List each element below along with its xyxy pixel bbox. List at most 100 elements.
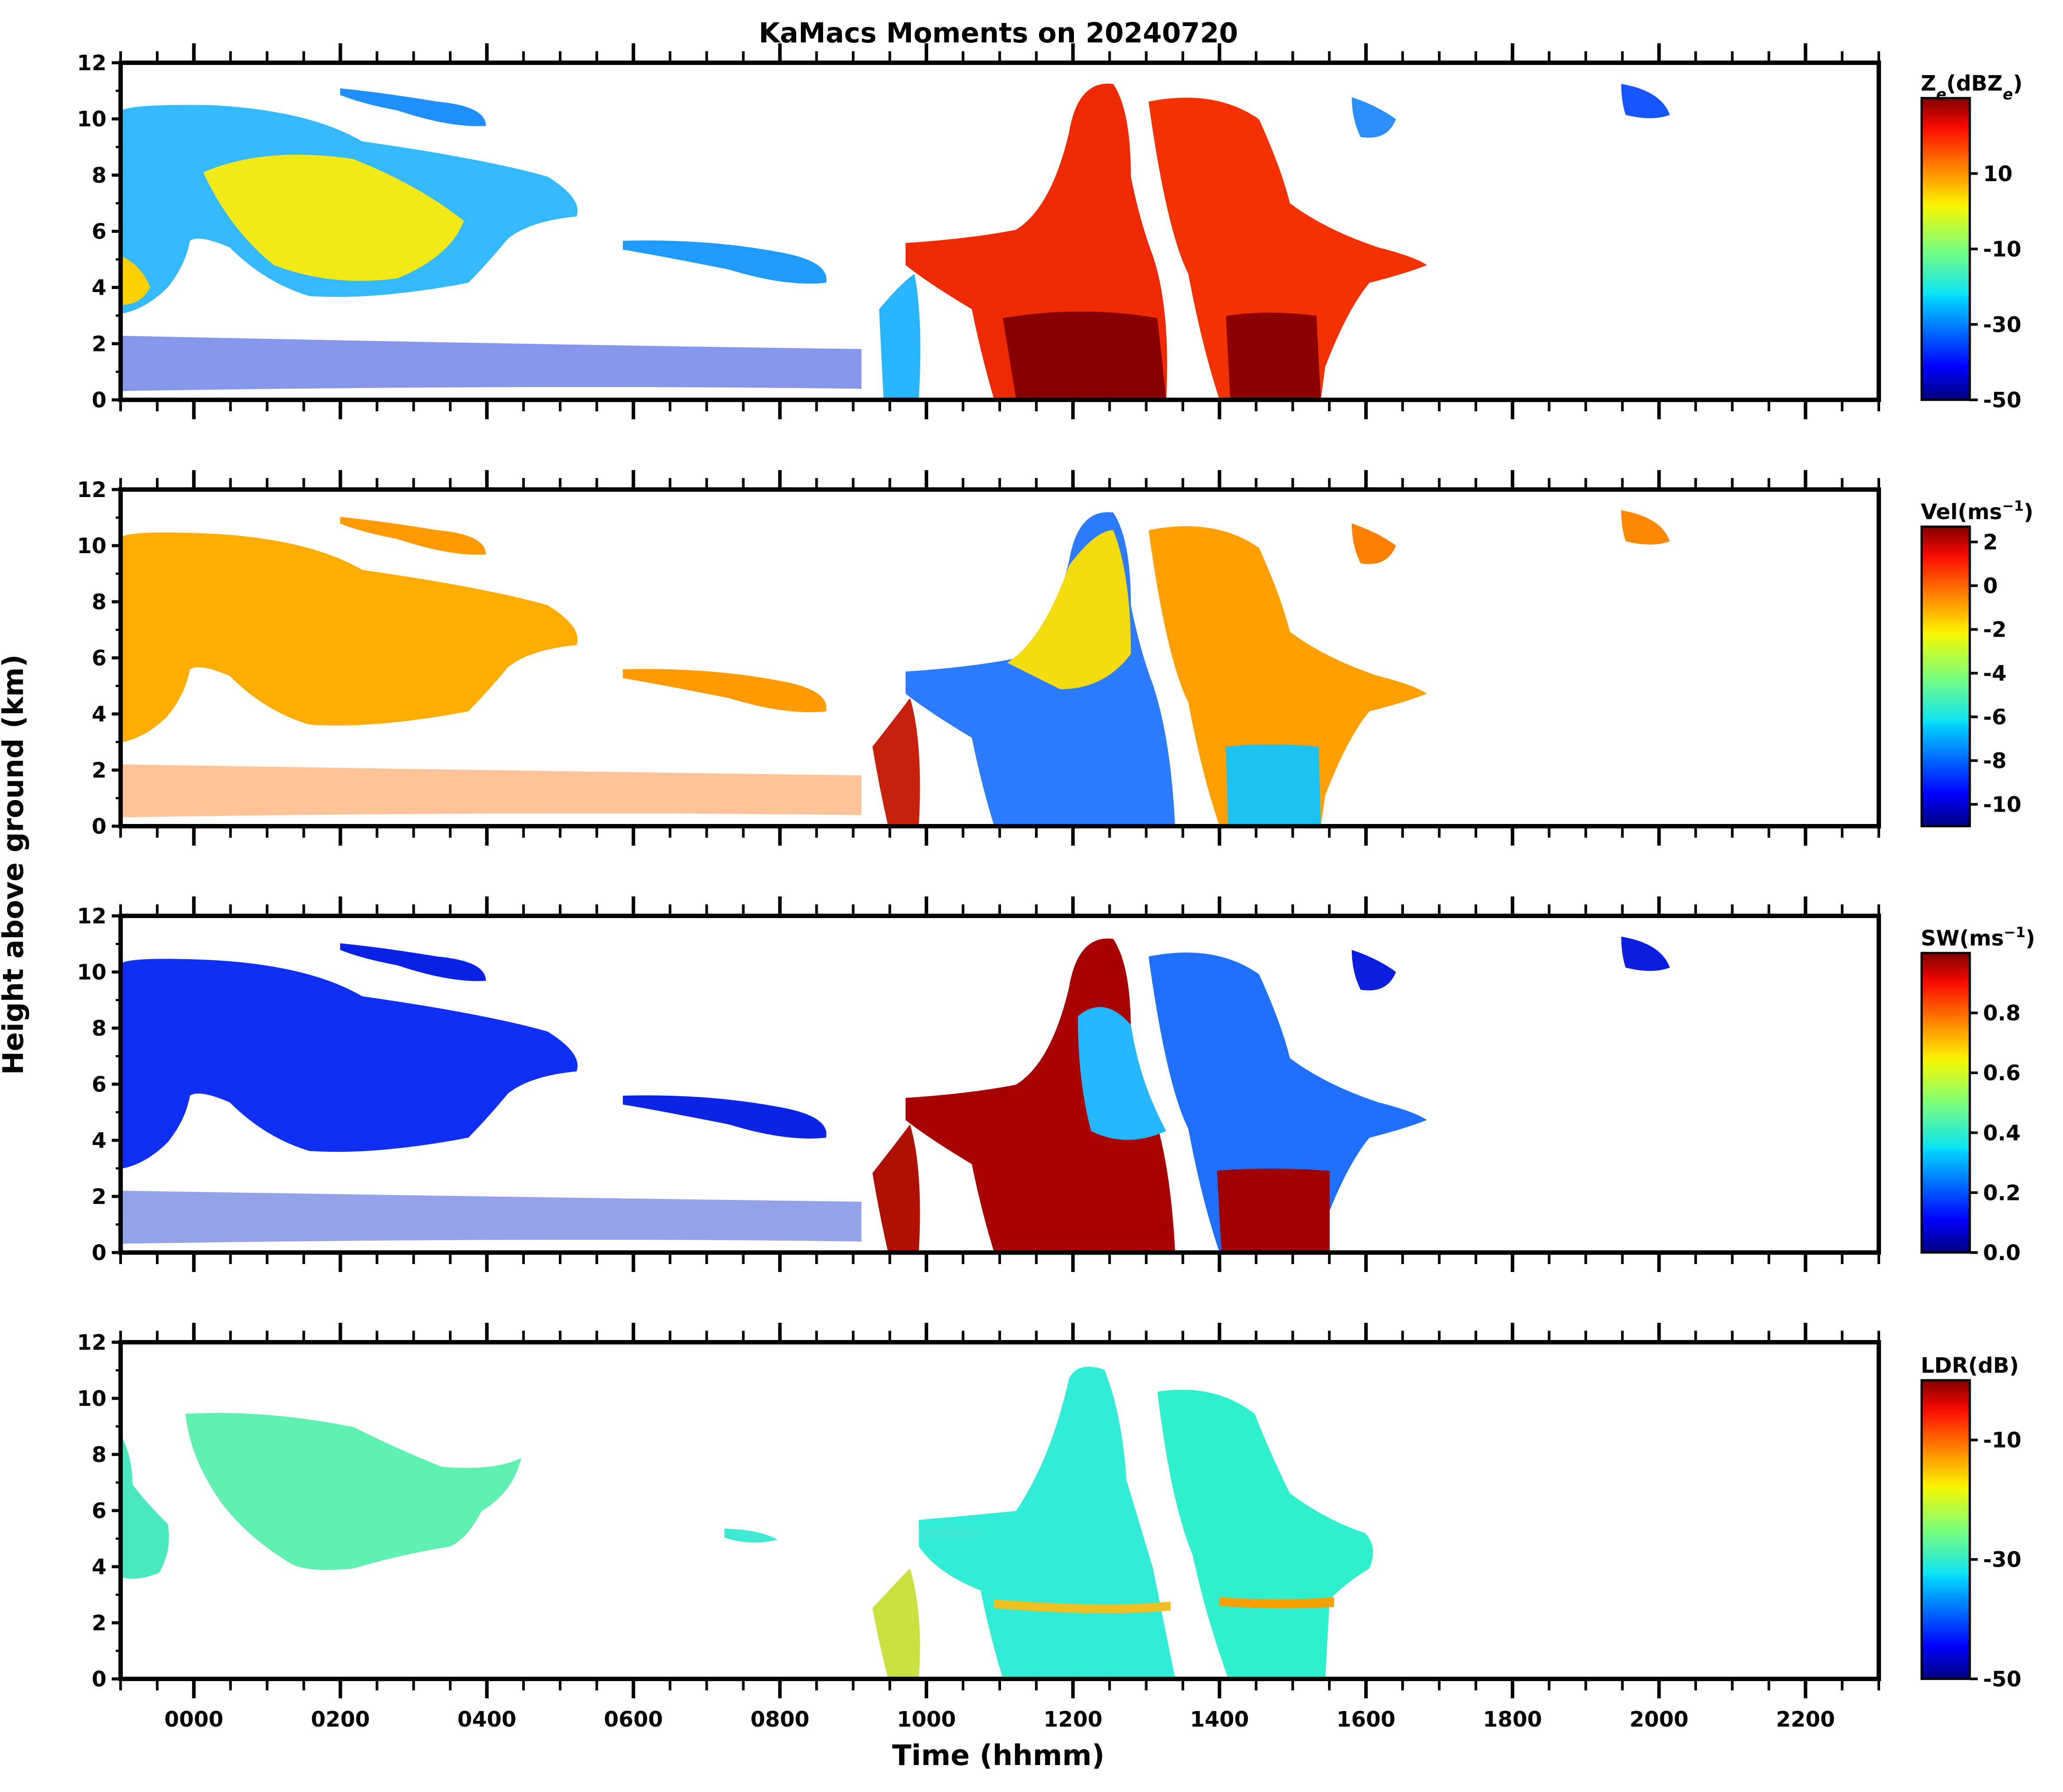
echo-storm-2 [1149,98,1427,399]
panel-ldr: 0 2 4 6 8 10 12 0000 0200 0400 0600 0800 1000 1200 14… [77,1323,2021,1732]
vel-mid-layer [623,669,827,712]
colorbar-tick-label: 0.2 [1983,1181,2021,1205]
colorbar-ldr: LDR(dB) -10 -30 -50 [1920,1353,2021,1692]
colorbar-spectrum-width-title: SW(ms−1) [1921,924,2035,951]
y-tick-label: 2 [92,758,106,783]
ldr-melting-layer [994,1599,1171,1614]
colorbar-reflectivity: Ze(dBZe) 10 -10 -30 -50 [1920,71,2023,413]
colorbar-tick-label: 0.8 [1983,1001,2021,1026]
y-tick-label: 4 [92,1128,106,1153]
y-tick-label: 0 [92,1241,106,1265]
panel-reflectivity: 0 2 4 6 8 10 12 Ze(dBZe) 10 -10 -30 -50 [77,43,2023,419]
colorbar-tick-label: 10 [1983,162,2013,186]
echo-boundary-layer [121,336,861,391]
colorbar-tick-label: -10 [1983,1428,2021,1453]
x-tick-label: 2200 [1776,1707,1835,1732]
x-tick-label: 0400 [457,1707,516,1732]
sw-small-cloud-a [1352,950,1396,991]
colorbar-ldr-title: LDR(dB) [1921,1353,2019,1378]
y-tick-label: 2 [92,1185,106,1209]
y-tick-label: 6 [92,1072,106,1097]
colorbar-velocity-title: Vel(ms−1) [1921,497,2033,524]
panel-velocity-data [121,510,1670,825]
x-tick-label: 1600 [1336,1707,1396,1732]
colorbar-tick-label: 2 [1983,530,1998,555]
colorbar-velocity: Vel(ms−1) 2 0 -2 -4 -6 -8 -10 [1920,497,2033,828]
y-tick-label: 10 [77,534,106,558]
ldr-melting-layer-2 [1219,1597,1334,1609]
x-tick-label: 0600 [604,1707,663,1732]
y-tick-label: 8 [92,1016,106,1041]
colorbar-spectrum-width-gradient [1920,952,1971,1254]
x-tick-label: 0200 [311,1707,370,1732]
y-tick-label: 12 [77,478,106,502]
y-tick-label: 12 [77,51,106,76]
y-tick-label: 10 [77,1386,106,1411]
vel-convective-cell [872,698,920,825]
x-tick-label: 1200 [1043,1707,1103,1732]
y-tick-label: 8 [92,1443,106,1467]
y-tick-label: 6 [92,1499,106,1523]
y-tick-label: 8 [92,590,106,615]
ldr-mid-layer [724,1529,777,1543]
colorbar-tick-label: -30 [1983,312,2021,337]
echo-convective-cell [879,274,921,399]
echo-small-cloud-b [1621,84,1670,118]
vel-storm-2-lower [1226,744,1321,825]
vel-small-cloud-b [1621,510,1670,545]
y-tick-label: 10 [77,107,106,132]
y-axis-label: Height above ground (km) [0,654,30,1075]
sw-cirrus-early [121,959,578,1169]
colorbar-tick-label: -10 [1983,237,2021,262]
ldr-convective-cell [872,1568,920,1678]
colorbar-reflectivity-gradient [1920,97,1971,401]
vel-cirrus-early [121,532,578,742]
y-tick-label: 0 [92,814,106,839]
x-tick-label: 1000 [897,1707,956,1732]
echo-storm-2-core [1226,312,1321,399]
colorbar-reflectivity-title: Ze(dBZe) [1921,71,2023,103]
ldr-early-left [121,1436,169,1579]
colorbar-velocity-gradient [1920,525,1971,828]
x-tick-label: 1800 [1483,1707,1542,1732]
y-tick-label: 12 [77,1330,106,1355]
x-tick-label: 0000 [164,1707,224,1732]
ldr-cirrus-early [186,1413,521,1570]
x-tick-label: 1400 [1190,1707,1249,1732]
panel-reflectivity-data [121,84,1670,399]
echo-upper-fragment [340,88,486,126]
x-tick-label: 0800 [751,1707,810,1732]
sw-upper-fragment [340,943,486,981]
vel-boundary-layer [121,764,861,817]
echo-mid-layer [623,240,827,284]
y-tick-label: 2 [92,1611,106,1636]
colorbar-tick-label: -8 [1983,749,2006,774]
echo-early-left-core [121,256,150,305]
sw-small-cloud-b [1621,937,1670,971]
colorbar-tick-label: 0.6 [1983,1061,2021,1086]
colorbar-spectrum-width: SW(ms−1) 0.8 0.6 0.4 0.2 0.0 [1920,924,2035,1265]
vel-upper-fragment [340,517,486,555]
y-tick-label: 12 [77,904,106,929]
vel-small-cloud-a [1352,524,1396,564]
echo-small-cloud-a [1352,97,1396,138]
vel-storm-1-upper [1007,530,1131,689]
y-tick-label: 8 [92,163,106,188]
ldr-storm-2 [1157,1390,1373,1678]
colorbar-tick-label: -4 [1983,661,2006,686]
y-tick-label: 4 [92,276,106,300]
colorbar-tick-label: -30 [1983,1548,2021,1572]
x-axis-label: Time (hhmm) [892,1739,1105,1772]
panel-spectrum-width-data [121,937,1670,1252]
sw-mid-layer [623,1095,827,1139]
sw-storm-1-mid [1078,1007,1166,1140]
sw-storm-2-lower [1217,1169,1330,1252]
y-tick-label: 0 [92,388,106,413]
echo-cirrus-early-core [203,155,464,281]
colorbar-tick-label: 0 [1983,574,1998,599]
colorbar-tick-label: -50 [1983,388,2021,413]
sw-convective-cell [872,1124,920,1252]
ldr-upper-layer [919,1527,990,1539]
vel-storm-2 [1149,526,1427,825]
